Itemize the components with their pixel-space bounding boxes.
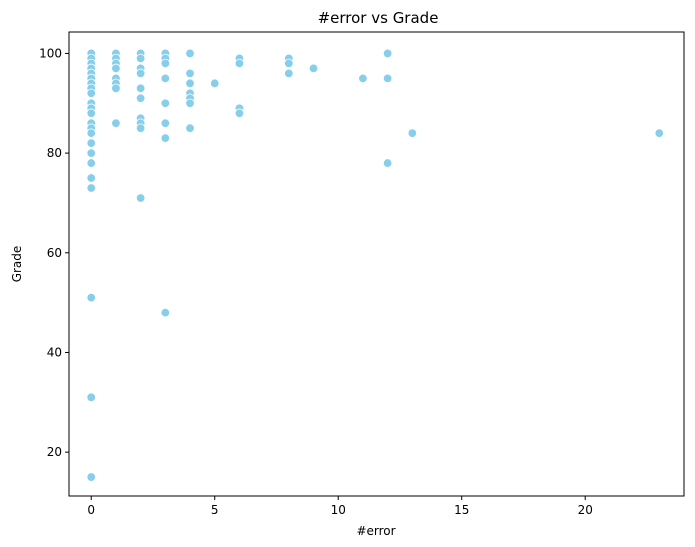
data-point <box>86 472 96 482</box>
data-point <box>382 158 393 168</box>
x-axis-label: #error <box>356 524 395 538</box>
data-point <box>135 93 146 103</box>
x-tick-label: 5 <box>211 503 219 517</box>
plot-area <box>69 32 684 496</box>
data-point <box>160 73 171 84</box>
data-point <box>160 98 171 108</box>
data-point <box>185 98 195 108</box>
data-point <box>308 63 319 74</box>
plot-frame <box>68 31 685 497</box>
data-point <box>86 392 96 403</box>
data-point <box>86 292 96 303</box>
data-point <box>111 118 121 128</box>
points-layer <box>86 48 665 482</box>
y-tick-label: 100 <box>39 46 62 60</box>
data-point <box>407 128 418 138</box>
data-point <box>86 138 96 148</box>
data-point <box>234 58 245 69</box>
data-point <box>86 88 96 99</box>
data-point <box>185 68 195 79</box>
y-tick-label: 40 <box>47 345 62 359</box>
data-point <box>210 78 220 89</box>
data-point <box>160 58 171 69</box>
chart-title: #error vs Grade <box>318 9 439 27</box>
data-point <box>86 173 96 183</box>
x-tick-label: 10 <box>331 503 346 517</box>
data-point <box>234 108 245 118</box>
data-point <box>86 158 96 168</box>
data-point <box>284 58 294 69</box>
data-point <box>111 83 121 94</box>
data-point <box>160 133 171 143</box>
y-tick-label: 20 <box>47 445 62 459</box>
y-tick-label: 60 <box>47 246 62 260</box>
x-tick-label: 15 <box>454 503 469 517</box>
data-point <box>135 53 146 64</box>
data-point <box>111 63 121 74</box>
data-point <box>185 78 195 89</box>
x-axis-ticks: 0 5 10 15 20 <box>87 496 593 517</box>
x-tick-label: 0 <box>87 503 95 517</box>
y-tick-label: 80 <box>47 146 62 160</box>
data-point <box>358 73 368 84</box>
data-point <box>135 123 146 133</box>
data-point <box>86 148 96 158</box>
data-point <box>135 83 146 94</box>
data-point <box>185 48 195 59</box>
data-point <box>86 108 96 118</box>
data-point <box>382 48 393 59</box>
data-point <box>86 183 96 193</box>
y-axis-ticks: 20 40 60 80 100 <box>39 46 69 459</box>
data-point <box>284 68 294 79</box>
data-point <box>160 307 171 318</box>
data-point <box>135 193 146 203</box>
data-point <box>86 128 96 138</box>
data-point <box>160 118 171 128</box>
y-axis-label: Grade <box>10 246 24 283</box>
data-point <box>654 128 665 138</box>
data-point <box>185 123 195 133</box>
x-tick-label: 20 <box>578 503 593 517</box>
data-point <box>135 68 146 79</box>
data-point <box>382 73 393 84</box>
